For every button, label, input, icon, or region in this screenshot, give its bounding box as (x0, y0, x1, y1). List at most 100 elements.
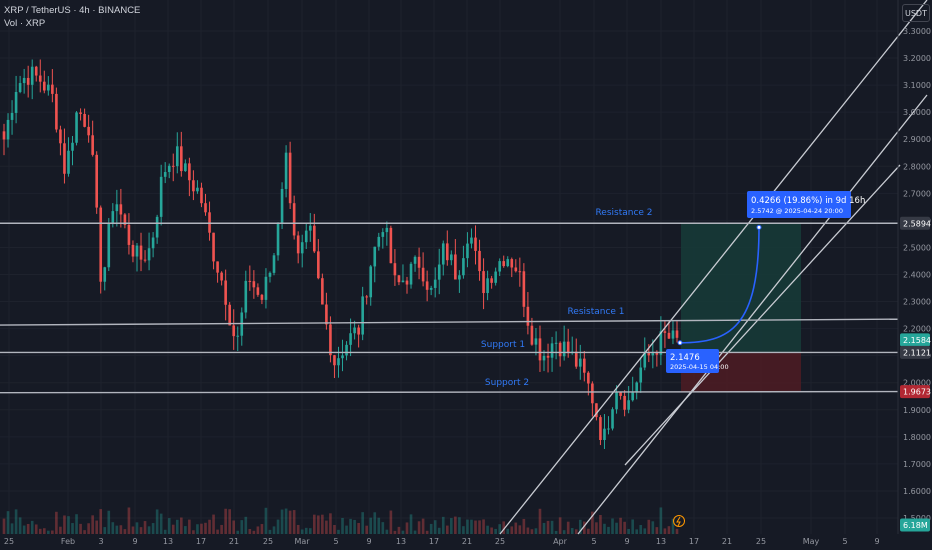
volume-bar (196, 524, 199, 534)
volume-bar (421, 518, 425, 534)
candle-body (115, 204, 119, 212)
time-tick-label: 13 (396, 537, 406, 546)
candle-body (490, 278, 493, 283)
volume-bar (276, 519, 280, 534)
candle-body (445, 243, 449, 261)
candle-body (119, 204, 123, 215)
volume-bar (260, 524, 264, 534)
candle-body (373, 246, 377, 267)
currency-button[interactable]: USDT (902, 4, 930, 22)
candle-body (308, 225, 312, 231)
candle-body (554, 342, 558, 344)
volume-bar (232, 520, 236, 534)
volume-bar (252, 530, 256, 534)
time-tick-label: 9 (132, 537, 137, 546)
price-tick-label: 1.8000 (903, 433, 931, 442)
volume-bar (538, 508, 542, 534)
time-tick-label: Apr (553, 537, 568, 546)
time-tick-label: 17 (429, 537, 439, 546)
candle-body (413, 256, 417, 264)
candle-body (671, 330, 675, 339)
price-tick-label: 2.3000 (903, 298, 931, 307)
volume-bar (337, 529, 340, 534)
volume-bar (22, 525, 26, 534)
time-tick-label: 5 (591, 537, 596, 546)
candle-body (159, 176, 163, 217)
candle-body (325, 304, 328, 325)
level-label: Support 1 (481, 340, 525, 350)
candle-body (417, 256, 421, 268)
volume-bar (510, 526, 514, 534)
volume-bar (369, 517, 373, 534)
candle-body (91, 135, 94, 155)
volume-bar (615, 522, 618, 534)
measure-end-point (756, 224, 762, 230)
volume-bar (518, 525, 522, 534)
volume-bar (466, 519, 469, 534)
candle-body (200, 187, 203, 204)
volume-bar (470, 519, 473, 534)
volume-bar (385, 529, 389, 534)
candle-body (212, 232, 215, 262)
candle-body (103, 267, 107, 282)
volume-bar (490, 527, 493, 534)
volume-bar (2, 518, 6, 534)
candle-body (123, 214, 127, 225)
volume-bar (675, 528, 679, 534)
volume-bar (127, 507, 131, 534)
price-tag (900, 216, 930, 230)
candle-body (607, 428, 610, 430)
volume-bar (458, 517, 461, 534)
volume-bar (284, 508, 288, 534)
candle-body (67, 150, 70, 174)
candle-body (248, 280, 252, 282)
volume-bar (200, 523, 203, 534)
measure-box[interactable] (747, 191, 851, 218)
candle-body (462, 258, 465, 276)
volume-bar (437, 527, 441, 534)
volume-bar (135, 522, 139, 534)
volume-bar (566, 521, 570, 534)
price-tick-label: 2.7000 (903, 189, 931, 198)
candle-body (514, 267, 518, 272)
candle-body (470, 237, 473, 244)
channel-line[interactable] (624, 164, 901, 466)
volume-bar (180, 517, 183, 534)
candle-body (14, 91, 18, 113)
candle-body (659, 331, 663, 355)
volume-bar (595, 522, 598, 534)
time-tick-label: 5 (842, 537, 847, 546)
candle-body (341, 355, 344, 359)
candle-body (224, 280, 227, 305)
channel-line[interactable] (499, 0, 928, 535)
level-line[interactable] (0, 318, 899, 326)
volume-bar (304, 527, 308, 534)
candle-body (494, 271, 497, 283)
volume-bar (619, 517, 622, 534)
candle-body (361, 296, 364, 335)
volume-bar (389, 510, 393, 534)
symbol-title[interactable]: XRP / TetherUS · 4h · BINANCE (4, 5, 141, 16)
measure-text: 0.4266 (19.86%) in 9d 16h (751, 196, 865, 206)
channel-line[interactable] (577, 94, 928, 535)
volume-bar (329, 513, 332, 534)
lightning-icon[interactable] (673, 515, 685, 527)
volume-bar (204, 522, 207, 534)
measure-arrow[interactable] (679, 227, 760, 344)
volume-bar (264, 507, 268, 534)
candle-body (59, 129, 62, 144)
time-tick-label: 17 (196, 537, 206, 546)
price-tag (900, 333, 930, 347)
volume-bar (494, 528, 497, 534)
candle-body (184, 163, 187, 172)
volume-bar (325, 520, 328, 534)
profit-zone[interactable] (681, 223, 801, 353)
candle-body (317, 251, 320, 279)
level-line[interactable] (0, 390, 899, 394)
volume-legend[interactable]: Vol · XRP (4, 18, 46, 29)
price-tick-label: 3.1000 (903, 81, 931, 90)
volume-bar (131, 526, 135, 534)
volume-bar (429, 523, 433, 534)
start-point-box[interactable] (666, 349, 719, 373)
